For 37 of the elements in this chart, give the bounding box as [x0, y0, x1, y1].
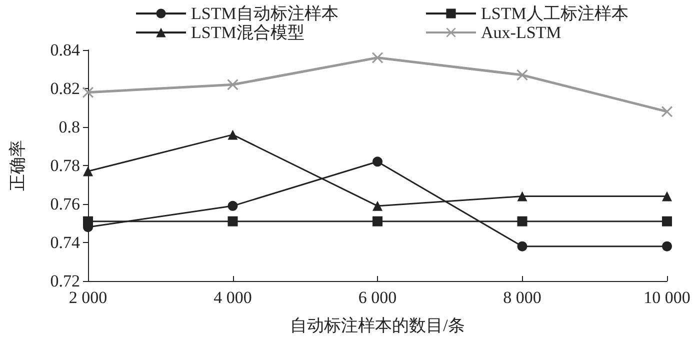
point	[662, 216, 672, 226]
point	[228, 130, 238, 140]
y-tick-label: 0.74	[50, 233, 80, 252]
point	[372, 52, 383, 64]
x-tick-label: 4 000	[214, 288, 252, 307]
point	[516, 70, 528, 81]
point	[662, 241, 672, 252]
y-tick-label: 0.76	[50, 194, 80, 214]
point	[82, 86, 94, 98]
point	[517, 191, 528, 202]
point	[372, 200, 382, 211]
y-tick-label: 0.82	[50, 79, 80, 98]
point	[228, 200, 238, 211]
y-axis-title: 正确率	[8, 140, 27, 191]
y-tick-label: 0.84	[50, 40, 80, 60]
point	[83, 216, 93, 226]
point	[83, 166, 93, 176]
point	[227, 79, 238, 90]
point	[662, 106, 672, 118]
x-tick-label: 2 000	[68, 288, 108, 307]
point	[372, 156, 382, 167]
point	[662, 191, 672, 202]
x-tick-label: 10 000	[644, 288, 690, 307]
point	[228, 216, 238, 226]
y-tick-label: 0.78	[50, 156, 80, 175]
y-tick-label: 0.72	[50, 272, 80, 290]
x-tick-label: 6 000	[358, 288, 397, 307]
point	[517, 216, 528, 226]
legend-label: LSTM混合模型	[191, 23, 304, 42]
point	[372, 216, 382, 226]
x-tick-label: 8 000	[503, 288, 542, 307]
legend-label: LSTM人工标注样本	[481, 4, 628, 23]
x-axis-title: 自动标注样本的数目/条	[290, 316, 465, 335]
legend-label: LSTM自动标注样本	[191, 4, 338, 23]
y-tick-label: 0.8	[58, 118, 80, 136]
point	[517, 241, 528, 252]
legend-label: Aux-LSTM	[481, 23, 562, 42]
